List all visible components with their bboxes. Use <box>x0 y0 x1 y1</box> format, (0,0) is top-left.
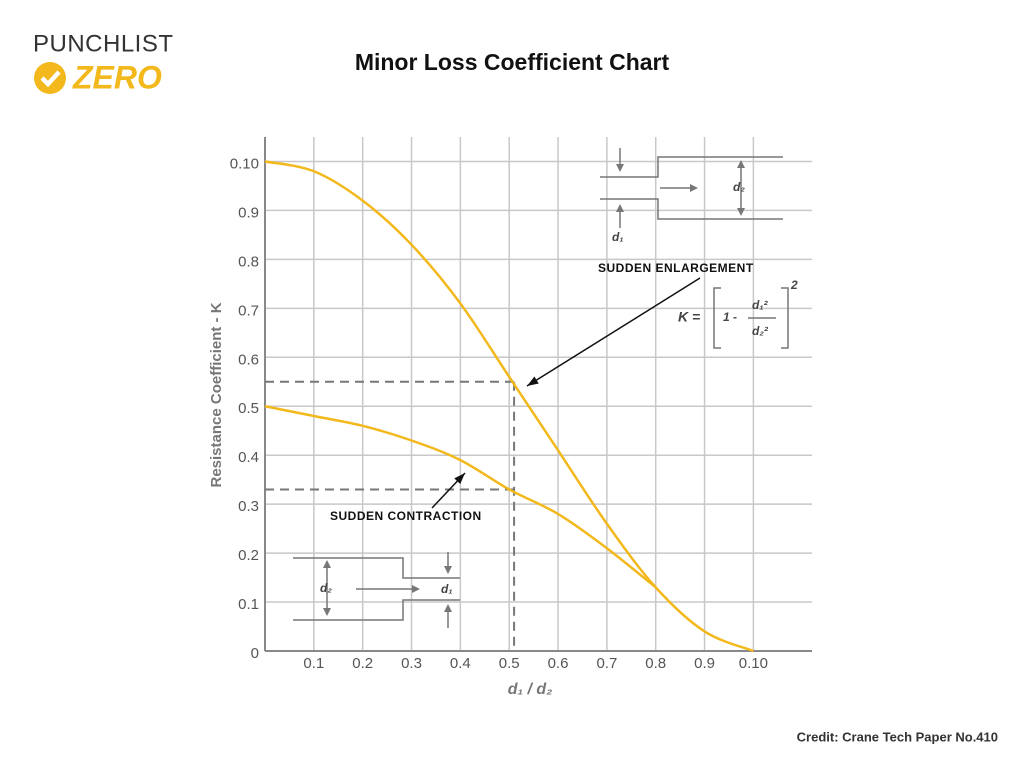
formula-denominator: d₂² <box>752 324 769 338</box>
diagram-label: d₂ <box>320 581 332 595</box>
logo-check <box>40 70 61 88</box>
formula-minus: 1 - <box>723 310 737 324</box>
y-tick-label: 0.7 <box>238 302 259 319</box>
x-tick-label: 0.6 <box>548 655 569 672</box>
x-tick-label: 0.1 <box>303 655 324 672</box>
credit: Credit: Crane Tech Paper No.410 <box>797 729 998 744</box>
x-tick-label: 0.5 <box>499 655 520 672</box>
y-tick-label: 0 <box>251 645 259 662</box>
x-tick-label: 0.7 <box>596 655 617 672</box>
formula-numerator: d₁² <box>752 298 769 312</box>
arrowheads <box>323 560 452 616</box>
formula-lhs: K = <box>678 309 700 325</box>
chart-title: Minor Loss Coefficient Chart <box>355 49 670 75</box>
y-tick-label: 0.9 <box>238 204 259 221</box>
pipe-lines <box>600 148 783 228</box>
y-tick-label: 0.10 <box>230 155 259 172</box>
diagram-label: d₁ <box>441 582 453 596</box>
formula-power: 2 <box>790 278 798 292</box>
y-tick-label: 0.6 <box>238 351 259 368</box>
annotation-arrow <box>526 277 701 387</box>
logo-bottom: ZERO <box>72 59 162 95</box>
pipe-lines <box>293 552 460 628</box>
y-tick-label: 0.3 <box>238 498 259 515</box>
x-axis-label: d₁ / d₂ <box>508 681 553 698</box>
y-axis-label: Resistance Coefficient - K <box>208 302 225 487</box>
formula: K = 1 - d₁² d₂² 2 <box>678 278 798 349</box>
series-line <box>264 160 754 653</box>
arrowhead <box>527 376 539 386</box>
y-tick-label: 0.4 <box>238 449 259 466</box>
diagram-label: d₁ <box>612 230 624 244</box>
annotation: SUDDEN CONTRACTION <box>330 509 482 523</box>
y-tick-label: 0.8 <box>238 253 259 270</box>
diagram-label: d₂ <box>733 180 745 194</box>
enlargement-diagram: d₂ d₁ <box>600 148 783 244</box>
y-tick-label: 0.5 <box>238 400 259 417</box>
logo-top: PUNCHLIST <box>33 30 174 57</box>
series-line <box>264 405 657 589</box>
x-tick-label: 0.8 <box>645 655 666 672</box>
arrowhead <box>454 473 465 485</box>
x-tick-label: 0.9 <box>694 655 715 672</box>
annotation: SUDDEN ENLARGEMENT <box>598 261 754 275</box>
x-tick-label: 0.4 <box>450 655 471 672</box>
x-tick-label: 0.3 <box>401 655 422 672</box>
x-tick-label: 0.10 <box>739 655 768 672</box>
x-tick-label: 0.2 <box>352 655 373 672</box>
y-tick-label: 0.2 <box>238 547 259 564</box>
y-tick-label: 0.1 <box>238 596 259 613</box>
brackets <box>713 287 789 349</box>
contraction-diagram: d₂ d₁ <box>293 552 460 628</box>
logo-icon <box>34 62 66 94</box>
plot: 0 0.1 0.2 0.3 0.4 0.5 0.6 0.7 0.8 0.9 0.10 0.1 0.2 0.… <box>230 137 812 672</box>
